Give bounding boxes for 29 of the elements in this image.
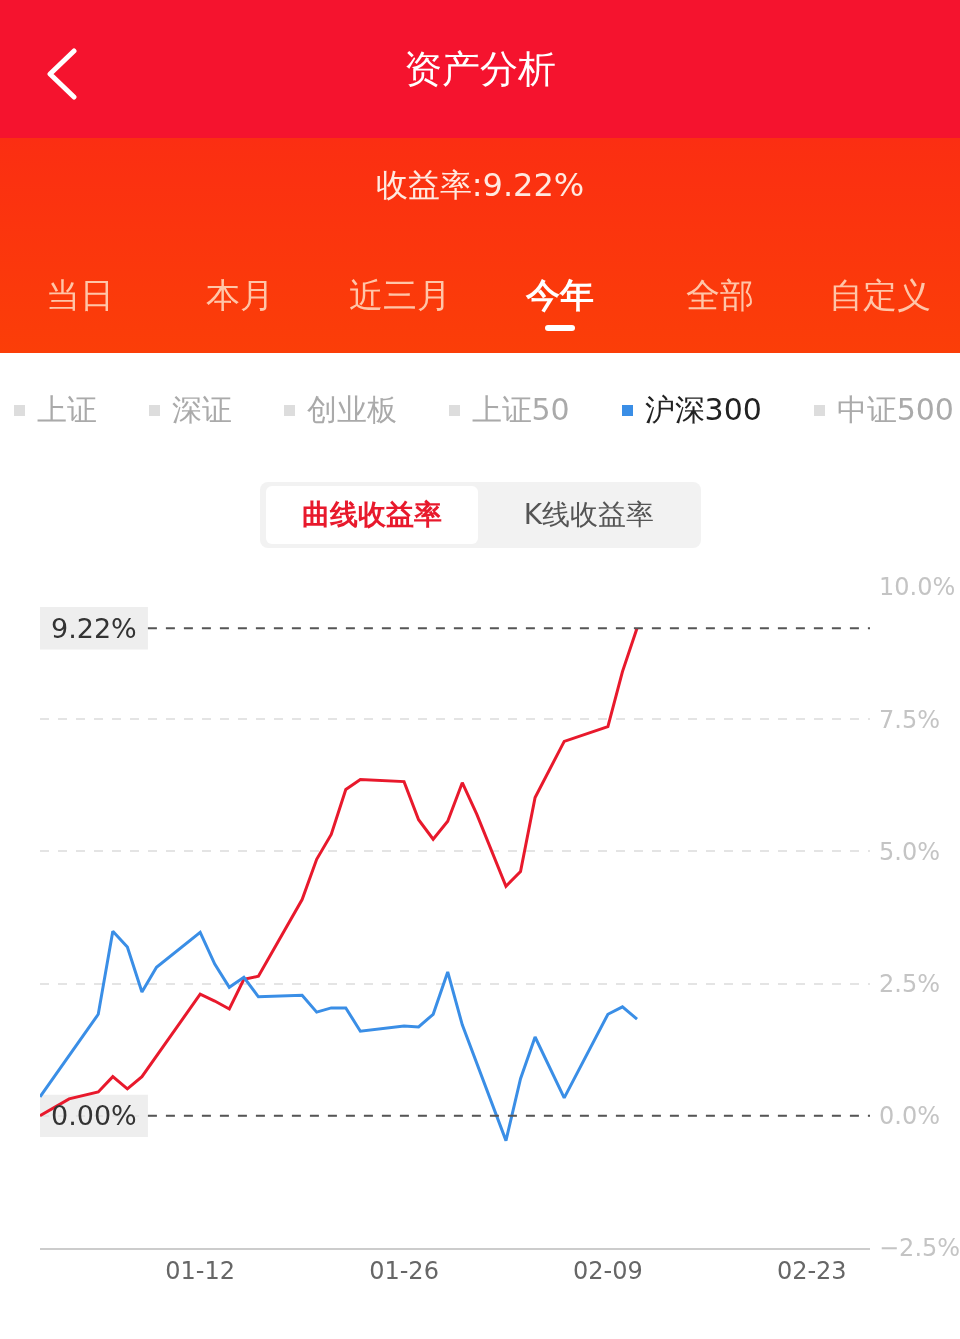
ref-line-label: 9.22% xyxy=(51,613,137,644)
text: 上证50 xyxy=(471,391,570,429)
y-tick-label: 7.5% xyxy=(879,705,940,734)
x-tick-label: 02-09 xyxy=(573,1256,643,1285)
text: K线收益率 xyxy=(522,497,656,533)
y-tick-label: 5.0% xyxy=(879,837,940,866)
text: 上证 xyxy=(37,391,97,429)
x-tick-label: 01-26 xyxy=(369,1256,439,1285)
chart-subtitle: 收益率:9.22% xyxy=(374,165,586,206)
text: 全部 xyxy=(685,274,755,317)
text: 深证 xyxy=(171,391,232,429)
text: 近三月 xyxy=(348,274,452,317)
legend-label: 沪深300 xyxy=(644,391,762,429)
y-tick-label: 0.0% xyxy=(879,1102,940,1131)
line-series xyxy=(40,929,639,1143)
y-tick-label: −2.5% xyxy=(879,1234,960,1263)
ref-line-label: 0.00% xyxy=(51,1100,137,1131)
y-tick-label: 2.5% xyxy=(879,970,940,998)
y-tick-label: 10.0% xyxy=(879,573,956,602)
x-tick-label: 02-23 xyxy=(776,1256,847,1285)
text: 中证500 xyxy=(836,391,954,429)
text: 创业板 xyxy=(306,391,397,429)
text: 曲线收益率 xyxy=(266,486,478,544)
text: 当日 xyxy=(45,274,115,317)
text: 自定义 xyxy=(828,274,932,317)
text: 本月 xyxy=(205,274,275,317)
text: 今年 xyxy=(525,274,595,317)
chart-title: 资产分析 xyxy=(404,45,556,93)
x-tick-label: 01-12 xyxy=(165,1256,236,1285)
